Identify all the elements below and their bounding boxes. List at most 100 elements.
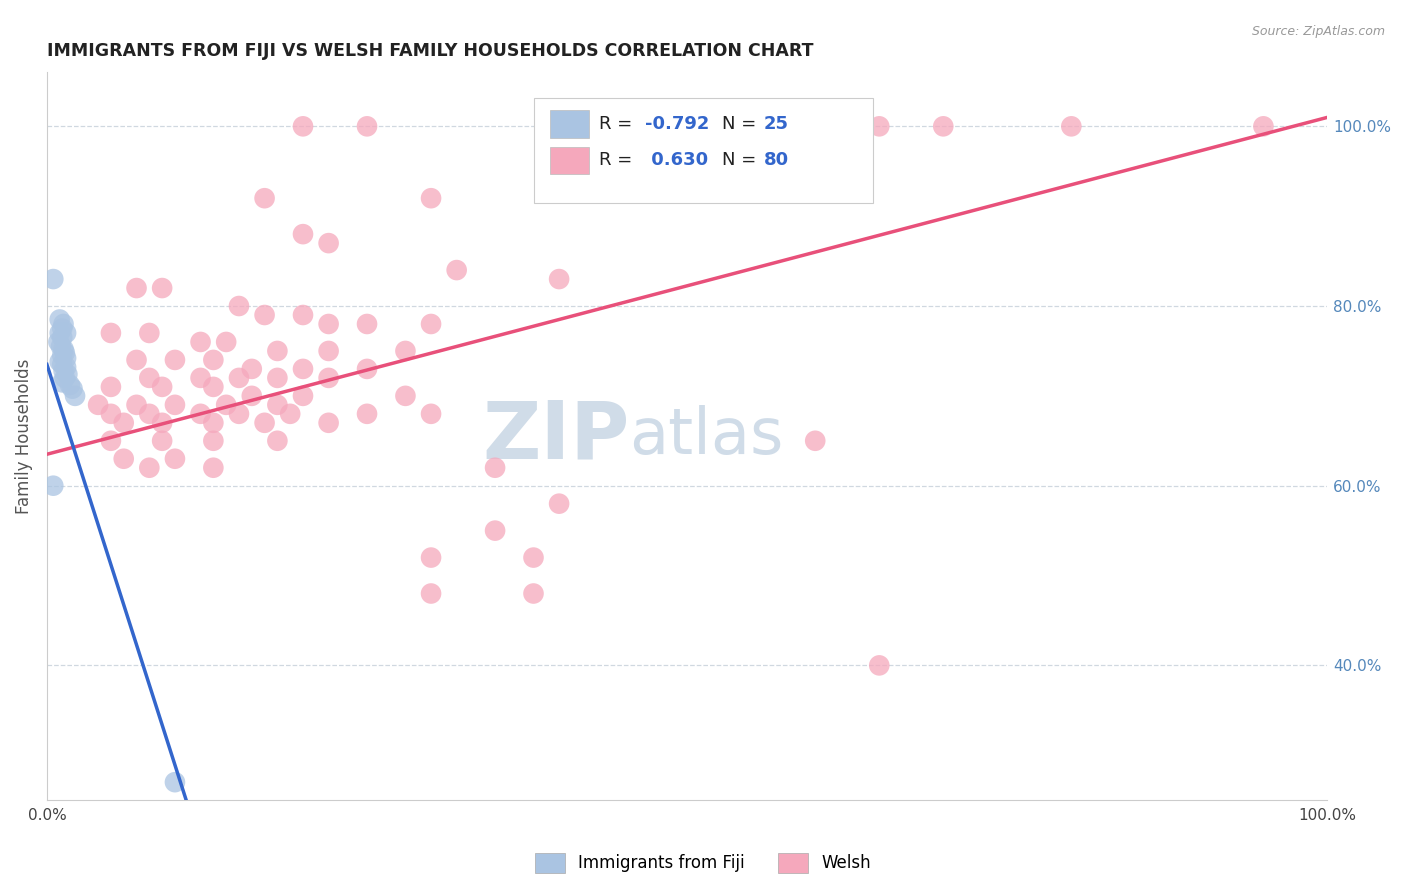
Text: IMMIGRANTS FROM FIJI VS WELSH FAMILY HOUSEHOLDS CORRELATION CHART: IMMIGRANTS FROM FIJI VS WELSH FAMILY HOU… [46, 42, 814, 60]
Point [278, 407, 301, 421]
Point [215, 398, 238, 412]
Point [202, 460, 225, 475]
Point [59, 378, 82, 392]
Point [394, 343, 416, 358]
Point [292, 362, 315, 376]
Point [228, 407, 250, 421]
Point [48, 334, 70, 349]
Point [253, 416, 276, 430]
Point [266, 434, 288, 448]
FancyBboxPatch shape [550, 111, 589, 138]
Point [53, 345, 76, 359]
Point [202, 352, 225, 367]
Point [49, 339, 72, 353]
Point [1253, 120, 1275, 134]
Point [150, 416, 173, 430]
Point [420, 586, 443, 600]
Point [292, 389, 315, 403]
Point [228, 371, 250, 385]
Point [48, 312, 70, 326]
Point [42, 272, 65, 286]
Point [240, 362, 263, 376]
Point [202, 380, 225, 394]
Point [112, 451, 135, 466]
Point [266, 398, 288, 412]
Point [138, 326, 160, 340]
Point [150, 434, 173, 448]
Point [548, 497, 571, 511]
Point [163, 352, 186, 367]
Point [125, 352, 148, 367]
Point [253, 191, 276, 205]
Text: atlas: atlas [630, 405, 785, 467]
Text: R =: R = [599, 115, 638, 133]
Point [163, 451, 186, 466]
Point [51, 348, 73, 362]
Y-axis label: Family Households: Family Households [15, 359, 32, 514]
Point [394, 389, 416, 403]
Point [292, 308, 315, 322]
Point [163, 398, 186, 412]
Point [318, 416, 340, 430]
Point [202, 416, 225, 430]
Point [52, 364, 75, 378]
Point [420, 317, 443, 331]
Point [318, 236, 340, 251]
Point [56, 368, 79, 382]
Text: 25: 25 [763, 115, 789, 133]
FancyBboxPatch shape [550, 146, 589, 174]
Point [51, 358, 73, 372]
Text: R =: R = [599, 152, 638, 169]
Point [356, 362, 378, 376]
Point [356, 120, 378, 134]
Point [42, 479, 65, 493]
Point [100, 434, 122, 448]
Point [52, 317, 75, 331]
Text: 80: 80 [763, 152, 789, 169]
Point [318, 371, 340, 385]
Point [522, 550, 544, 565]
Text: N =: N = [721, 152, 762, 169]
Point [51, 376, 73, 390]
Point [51, 321, 73, 335]
Point [62, 382, 84, 396]
Point [53, 371, 76, 385]
Point [522, 586, 544, 600]
Point [1060, 120, 1083, 134]
Point [163, 775, 186, 789]
Point [804, 120, 827, 134]
Point [868, 658, 890, 673]
FancyBboxPatch shape [533, 98, 873, 203]
Point [266, 371, 288, 385]
Point [87, 398, 110, 412]
Point [420, 407, 443, 421]
Point [484, 524, 506, 538]
Point [240, 389, 263, 403]
Text: ZIP: ZIP [482, 397, 630, 475]
Point [215, 334, 238, 349]
Point [100, 407, 122, 421]
Point [48, 326, 70, 340]
Point [446, 263, 468, 277]
Text: -0.792: -0.792 [645, 115, 709, 133]
Point [266, 343, 288, 358]
Point [202, 434, 225, 448]
Text: Source: ZipAtlas.com: Source: ZipAtlas.com [1251, 25, 1385, 38]
Point [292, 227, 315, 241]
Point [484, 460, 506, 475]
Point [932, 120, 955, 134]
Point [228, 299, 250, 313]
Point [420, 550, 443, 565]
Point [253, 308, 276, 322]
Point [51, 330, 73, 344]
Point [150, 380, 173, 394]
Point [55, 351, 77, 365]
Point [55, 360, 77, 375]
Point [100, 380, 122, 394]
Point [356, 407, 378, 421]
Point [804, 434, 827, 448]
Legend: Immigrants from Fiji, Welsh: Immigrants from Fiji, Welsh [529, 847, 877, 880]
Point [868, 120, 890, 134]
Point [356, 317, 378, 331]
Text: 0.630: 0.630 [645, 152, 709, 169]
